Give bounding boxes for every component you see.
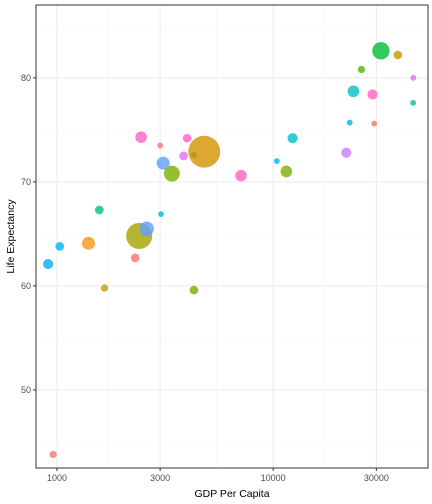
data-point xyxy=(94,205,104,215)
data-point xyxy=(135,131,147,143)
data-point xyxy=(410,99,417,106)
y-axis-title: Life Expectancy xyxy=(5,199,17,274)
data-point xyxy=(367,89,378,100)
data-point xyxy=(347,85,360,98)
x-axis-title: GDP Per Capita xyxy=(194,488,269,500)
data-point xyxy=(372,42,390,60)
data-point xyxy=(273,158,280,164)
grid-layer xyxy=(36,5,428,468)
y-tick-label: 50 xyxy=(21,385,31,395)
data-point xyxy=(43,258,54,270)
data-point xyxy=(188,135,221,168)
points-layer xyxy=(43,42,417,459)
x-tick-label: 1000 xyxy=(47,473,67,483)
data-point xyxy=(82,236,96,250)
x-tick-label: 3000 xyxy=(150,473,170,483)
data-point xyxy=(158,211,164,218)
data-point xyxy=(49,450,57,459)
data-point xyxy=(341,147,352,158)
data-point xyxy=(100,284,109,292)
axes-layer: 1000 3000 10000 30000 50 60 70 80 xyxy=(21,73,389,483)
data-point xyxy=(182,133,192,143)
data-point xyxy=(357,65,366,74)
x-tick-label: 30000 xyxy=(364,473,389,483)
data-point xyxy=(179,151,188,161)
data-point xyxy=(189,285,199,295)
data-point xyxy=(371,120,378,127)
data-point xyxy=(287,133,298,144)
data-point xyxy=(393,50,403,60)
data-point xyxy=(280,165,293,178)
data-point xyxy=(130,253,140,263)
data-point xyxy=(157,142,164,149)
data-point xyxy=(55,242,65,251)
y-tick-label: 70 xyxy=(21,177,31,187)
data-point xyxy=(156,156,170,170)
y-tick-label: 80 xyxy=(21,73,31,83)
y-tick-label: 60 xyxy=(21,281,31,291)
panel-border xyxy=(35,4,429,469)
data-point xyxy=(410,74,417,81)
data-point xyxy=(346,119,353,126)
data-point xyxy=(163,165,180,182)
data-point xyxy=(139,221,154,236)
data-point xyxy=(235,169,247,182)
x-tick-label: 10000 xyxy=(261,473,286,483)
